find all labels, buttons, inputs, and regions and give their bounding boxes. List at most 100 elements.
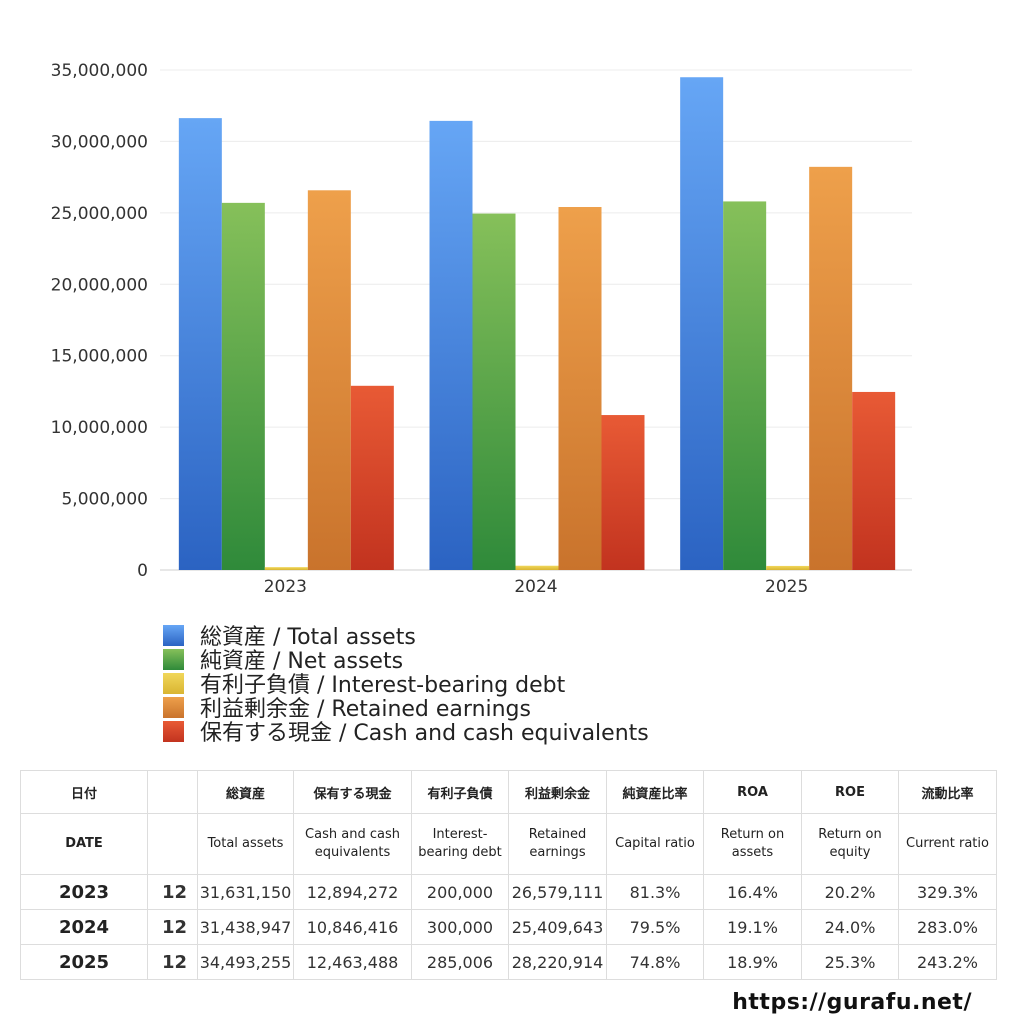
table-cell: 243.2% — [898, 944, 997, 980]
table-header-jp: 日付 総資産 保有する現金 有利子負債 利益剰余金 純資産比率 ROA ROE 流動比率 — [20, 770, 997, 814]
table-cell: 28,220,914 — [508, 944, 607, 980]
table-cell: 81.3% — [606, 874, 704, 910]
legend-item: 有利子負債 / Interest-bearing debt — [163, 671, 649, 698]
header-jp-cell: 日付 — [20, 770, 148, 814]
header-en-cell: Cash and cash equivalents — [293, 813, 412, 875]
table-cell: 34,493,255 — [197, 944, 294, 980]
y-tick-label: 5,000,000 — [61, 490, 148, 510]
y-tick-label: 20,000,000 — [51, 275, 148, 295]
table-cell: 19.1% — [703, 909, 802, 945]
table-cell: 300,000 — [411, 909, 509, 945]
bar-2023-series-1 — [221, 202, 265, 570]
y-tick-label: 10,000,000 — [51, 418, 148, 438]
legend-item: 純資産 / Net assets — [163, 647, 649, 674]
table-cell: 10,846,416 — [293, 909, 412, 945]
table-cell: 2023 — [20, 874, 148, 910]
legend-item: 保有する現金 / Cash and cash equivalents — [163, 719, 649, 746]
bar-2023-series-3 — [307, 190, 351, 571]
table-cell: 31,438,947 — [197, 909, 294, 945]
table-header-en: DATE Total assets Cash and cash equivalent… — [20, 813, 997, 875]
y-tick-label: 25,000,000 — [51, 204, 148, 224]
legend-swatch — [163, 696, 184, 718]
header-en-cell: Return on equity — [801, 813, 899, 875]
table-cell: 200,000 — [411, 874, 509, 910]
table-cell: 31,631,150 — [197, 874, 294, 910]
legend-label: 利益剰余金 / Retained earnings — [200, 697, 531, 722]
bar-2024-series-2 — [515, 565, 559, 570]
y-tick-label: 0 — [137, 561, 148, 581]
header-en-cell: Return on assets — [703, 813, 802, 875]
legend-label: 有利子負債 / Interest-bearing debt — [200, 673, 566, 698]
y-tick-label: 15,000,000 — [51, 347, 148, 367]
legend-swatch — [163, 648, 184, 670]
legend-label: 総資産 / Total assets — [200, 625, 416, 650]
header-jp-cell: 保有する現金 — [293, 770, 412, 814]
header-jp-cell: 利益剰余金 — [508, 770, 607, 814]
table-cell: 79.5% — [606, 909, 704, 945]
table-cell: 2025 — [20, 944, 148, 980]
header-jp-cell: 純資産比率 — [606, 770, 704, 814]
table-row: 2024 12 31,438,947 10,846,416 300,000 25,409,… — [20, 909, 997, 945]
legend-item: 利益剰余金 / Retained earnings — [163, 695, 649, 722]
table-cell: 12,463,488 — [293, 944, 412, 980]
bar-2025-series-0 — [680, 77, 724, 571]
y-tick-label: 35,000,000 — [51, 61, 148, 81]
site-url: https://gurafu.net/ — [732, 990, 972, 1015]
bar-2025-series-1 — [723, 201, 767, 570]
legend-item: 総資産 / Total assets — [163, 623, 649, 650]
legend-swatch — [163, 720, 184, 742]
header-jp-cell: 総資産 — [197, 770, 294, 814]
header-jp-cell — [147, 770, 198, 814]
bar-2023-series-0 — [178, 118, 222, 570]
table-cell: 2024 — [20, 909, 148, 945]
bar-2024-series-4 — [601, 415, 645, 570]
bar-2024-series-1 — [472, 213, 516, 571]
header-jp-cell: 有利子負債 — [411, 770, 509, 814]
table-cell: 74.8% — [606, 944, 704, 980]
header-jp-cell: ROE — [801, 770, 899, 814]
table-row: 2025 12 34,493,255 12,463,488 285,006 28,220,… — [20, 944, 997, 980]
legend-swatch — [163, 672, 184, 694]
legend-swatch — [163, 624, 184, 646]
header-jp-cell: ROA — [703, 770, 802, 814]
header-jp-cell: 流動比率 — [898, 770, 997, 814]
table-cell: 24.0% — [801, 909, 899, 945]
table-cell: 12,894,272 — [293, 874, 412, 910]
x-tick-label: 2025 — [765, 577, 808, 597]
header-en-cell: Interest-bearing debt — [411, 813, 509, 875]
bar-2023-series-2 — [264, 567, 308, 570]
bar-2024-series-0 — [429, 120, 473, 570]
x-tick-label: 2024 — [514, 577, 557, 597]
table-cell: 26,579,111 — [508, 874, 607, 910]
header-en-cell: Retained earnings — [508, 813, 607, 875]
table-cell: 20.2% — [801, 874, 899, 910]
table-cell: 18.9% — [703, 944, 802, 980]
chart-legend: 総資産 / Total assets 純資産 / Net assets 有利子負債 … — [163, 623, 649, 746]
bar-2025-series-3 — [809, 166, 853, 570]
bar-chart: 0 5,000,000 10,000,000 15,000,000 20,000,000… — [51, 61, 912, 597]
table-cell: 283.0% — [898, 909, 997, 945]
header-en-cell: DATE — [20, 813, 148, 875]
bar-2023-series-4 — [350, 385, 394, 570]
header-en-cell: Capital ratio — [606, 813, 704, 875]
x-tick-label: 2023 — [264, 577, 307, 597]
legend-label: 純資産 / Net assets — [200, 649, 404, 674]
table-cell: 285,006 — [411, 944, 509, 980]
table-cell: 16.4% — [703, 874, 802, 910]
table-cell: 329.3% — [898, 874, 997, 910]
table-cell: 12 — [147, 944, 198, 980]
header-en-cell: Total assets — [197, 813, 294, 875]
bar-2024-series-3 — [558, 207, 602, 570]
legend-label: 保有する現金 / Cash and cash equivalents — [200, 721, 649, 746]
header-en-cell — [147, 813, 198, 875]
bar-2025-series-2 — [766, 565, 810, 570]
bar-2025-series-4 — [852, 391, 896, 570]
table-row: 2023 12 31,631,150 12,894,272 200,000 26,579,… — [20, 874, 997, 910]
financial-table: 日付 総資産 保有する現金 有利子負債 利益剰余金 純資産比率 ROA ROE 流動比率 DAT… — [20, 770, 997, 980]
table-cell: 25,409,643 — [508, 909, 607, 945]
table-cell: 12 — [147, 874, 198, 910]
y-tick-label: 30,000,000 — [51, 132, 148, 152]
table-cell: 25.3% — [801, 944, 899, 980]
table-cell: 12 — [147, 909, 198, 945]
header-en-cell: Current ratio — [898, 813, 997, 875]
